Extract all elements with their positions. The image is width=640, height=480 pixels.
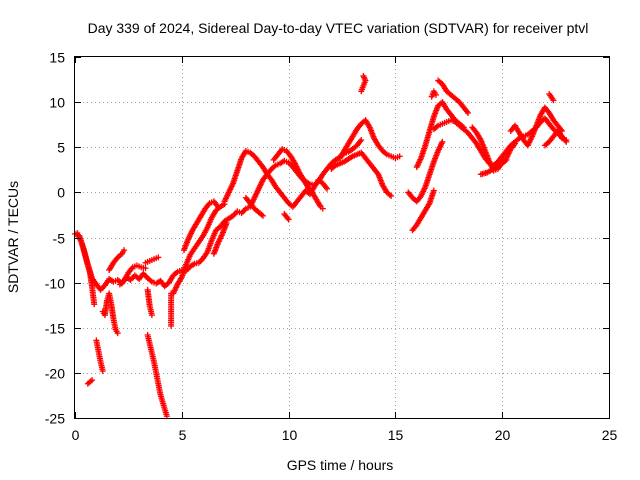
data-point	[91, 301, 98, 308]
y-tick-label: 10	[49, 95, 65, 111]
data-point	[223, 220, 230, 227]
data-point	[155, 254, 162, 261]
y-tick-label: 15	[49, 50, 65, 66]
data-point	[396, 153, 403, 160]
data-point	[430, 187, 437, 194]
data-point	[512, 140, 519, 147]
y-tick-label: 5	[57, 140, 65, 156]
ticks-layer: 0 5 10 15 20 25 -25 -20 -15 -10 -5 0 5 10 15	[45, 50, 618, 444]
data-point	[360, 72, 367, 79]
x-tick-label: 0	[72, 427, 80, 443]
y-axis-label: SDTVAR / TECUs	[5, 181, 21, 293]
y-tick-label: -20	[45, 366, 65, 382]
data-point	[259, 212, 266, 219]
chart-title: Day 339 of 2024, Sidereal Day-to-day VTE…	[88, 20, 589, 36]
data-point	[324, 185, 331, 192]
y-tick-label: 0	[57, 185, 65, 201]
y-tick-label: -10	[45, 276, 65, 292]
data-point	[168, 322, 175, 329]
data-point	[319, 205, 326, 212]
data-point	[439, 138, 446, 145]
x-tick-label: 15	[388, 427, 404, 443]
data-point	[502, 157, 509, 164]
data-point	[550, 97, 557, 104]
data-point	[114, 330, 121, 337]
data-point	[215, 203, 222, 210]
y-tick-label: -15	[45, 321, 65, 337]
data-point	[121, 247, 128, 254]
x-axis-label: GPS time / hours	[287, 457, 394, 473]
data-point	[465, 109, 472, 116]
x-tick-label: 25	[602, 427, 618, 443]
data-point	[358, 137, 365, 144]
data-point	[388, 192, 395, 199]
x-tick-label: 20	[495, 427, 511, 443]
data-point	[89, 377, 96, 384]
data-point	[503, 156, 510, 163]
x-tick-label: 5	[179, 427, 187, 443]
y-tick-label: -5	[53, 231, 66, 247]
x-tick-label: 10	[282, 427, 298, 443]
data-point	[432, 91, 439, 98]
data-point	[148, 312, 155, 319]
data-point	[142, 265, 149, 272]
plot-frame	[74, 56, 610, 419]
data-point	[563, 138, 570, 145]
y-tick-label: -25	[45, 411, 65, 427]
data-point	[285, 216, 292, 223]
data-points-layer	[72, 72, 570, 420]
data-point	[99, 368, 106, 375]
